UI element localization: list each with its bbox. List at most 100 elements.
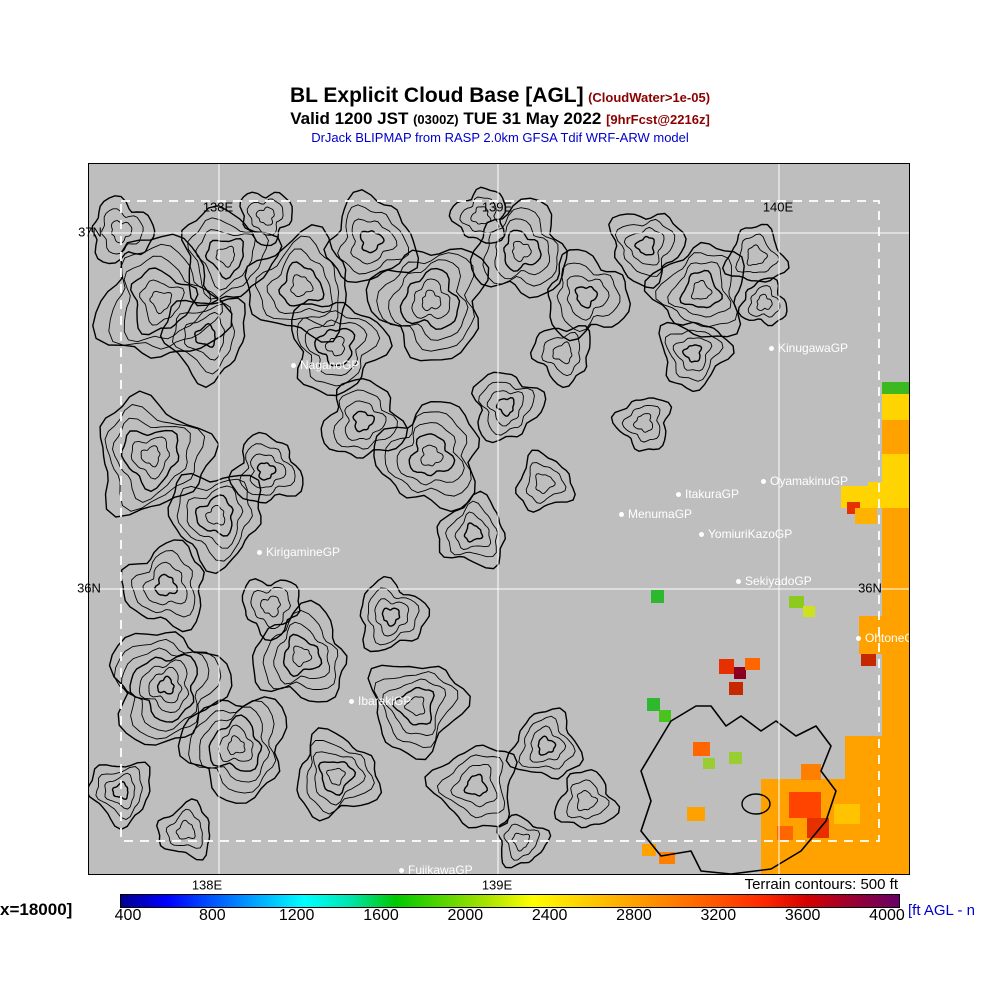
terrain-contour-line (621, 404, 661, 443)
site-dot (399, 868, 404, 873)
cloudbase-cell (734, 667, 746, 679)
terrain-contour-line (576, 790, 599, 812)
cloudbase-cell (729, 682, 743, 695)
terrain-contour-line (503, 823, 541, 861)
terrain-contour-line (367, 664, 471, 761)
terrain-contour-line (292, 645, 313, 668)
terrain-contour-line (306, 739, 375, 815)
colorbar-tick: 800 (198, 907, 226, 924)
colorbar-tick: 2800 (616, 907, 652, 924)
terrain-contour-line (99, 390, 220, 518)
cloudbase-cell (834, 804, 860, 824)
terrain-contour-line (495, 396, 515, 417)
cloudbase-cell (789, 792, 821, 818)
terrain-contour-line (296, 727, 383, 822)
terrain-contour-line (529, 324, 591, 389)
terrain-contour-line (266, 248, 333, 314)
cloudbase-cell (777, 826, 793, 840)
terrain-contour-line (505, 707, 584, 780)
terrain-contour-line (177, 696, 288, 804)
colorbar-tick: 4000 (869, 907, 905, 924)
terrain-contour-line (199, 706, 271, 783)
terrain-contour-line (496, 813, 552, 869)
terrain-contour-line (690, 280, 713, 300)
cloudbase-cell (719, 659, 734, 674)
terrain-contour-line (187, 217, 269, 300)
cloudbase-cell (642, 844, 656, 856)
site-label: YomiuriKazoGP (708, 527, 793, 541)
terrain-contour-line (459, 196, 500, 234)
terrain-contour-line (140, 445, 161, 468)
site-dot (676, 492, 681, 497)
terrain-contour-line (469, 197, 569, 299)
terrain-contour-line (227, 735, 246, 756)
terrain-contour-line (396, 422, 465, 486)
terrain-contour-line (91, 195, 156, 265)
terrain-contour-line (278, 261, 325, 307)
grid-label: 139E (481, 877, 513, 893)
terrain-contour-line (384, 411, 472, 497)
terrain-contour-line (194, 494, 234, 537)
title-threshold-note: (CloudWater>1e-05) (588, 90, 711, 105)
terrain-contour-line (608, 212, 687, 289)
colorbar-units-label: [ft AGL - n (908, 902, 975, 919)
terrain-contour-line (421, 289, 442, 312)
terrain-contour-line (529, 725, 567, 763)
terrain-contour-line (553, 768, 621, 829)
terrain-contour-line (634, 235, 655, 256)
cloudbase-cell (882, 420, 909, 454)
terrain-contour-line (246, 198, 284, 236)
terrain-contour-line (317, 761, 357, 796)
terrain-contour-line (172, 303, 235, 375)
grid-label: 37N (78, 224, 102, 240)
terrain-contour-line (337, 204, 409, 275)
terrain-contour-line (643, 241, 745, 338)
terrain-contour-line (735, 233, 780, 274)
terrain-contour-line (244, 224, 347, 343)
terrain-contour-line (215, 245, 236, 268)
terrain-contour-line (180, 205, 283, 307)
terrain-contour-line (195, 229, 256, 291)
terrain-contour-line (104, 404, 206, 512)
cloudbase-cell (803, 606, 815, 617)
terrain-contour-line (392, 687, 435, 726)
terrain-contour-line (262, 610, 339, 690)
terrain-contour-line (239, 443, 296, 496)
terrain-contour-line (756, 293, 773, 311)
terrain-contour-line (463, 773, 489, 797)
terrain-contour-line (104, 772, 136, 810)
colorbar-max-label: x=18000] (0, 900, 73, 919)
terrain-contour-line (552, 341, 573, 365)
terrain-contour-line (610, 397, 673, 452)
grid-label: 36N (858, 580, 882, 596)
terrain-contour-line (518, 715, 576, 770)
terrain-contour-line (123, 255, 212, 343)
forecast-map: NaganoGP KinugawaGP OyamakinuGP ItakuraGP Me… (88, 163, 910, 875)
terrain-contour-line (323, 189, 420, 284)
terrain-contour-line (486, 390, 524, 427)
grid-label: 138E (191, 877, 223, 893)
colorbar-tick: 3200 (700, 907, 737, 924)
cloudbase-cell (659, 710, 671, 722)
site-label: OhtoneGP (865, 631, 909, 645)
region-boundary-inner (741, 793, 771, 815)
domain-boundary-dashed (120, 200, 880, 842)
terrain-contour-line (470, 371, 547, 444)
terrain-contour-line (632, 413, 653, 433)
terrain-contour-line (120, 429, 180, 493)
site-dot (619, 512, 624, 517)
terrain-contour-line (436, 754, 506, 819)
terrain-contour-line (737, 277, 788, 327)
grid-label: 138E (202, 199, 234, 215)
model-source-line: DrJack BLIPMAP from RASP 2.0km GFSA Tdif… (311, 129, 689, 145)
cloudbase-cell (861, 654, 876, 666)
colorbar-tick: 3600 (784, 907, 821, 924)
terrain-contour-line (304, 319, 368, 376)
cloudbase-cell (882, 508, 909, 578)
terrain-contour-line (420, 444, 444, 467)
terrain-contour-line (167, 472, 262, 575)
terrain-contour-line (251, 599, 348, 703)
terrain-contour-line (399, 267, 461, 330)
terrain-contour-line (154, 573, 179, 597)
